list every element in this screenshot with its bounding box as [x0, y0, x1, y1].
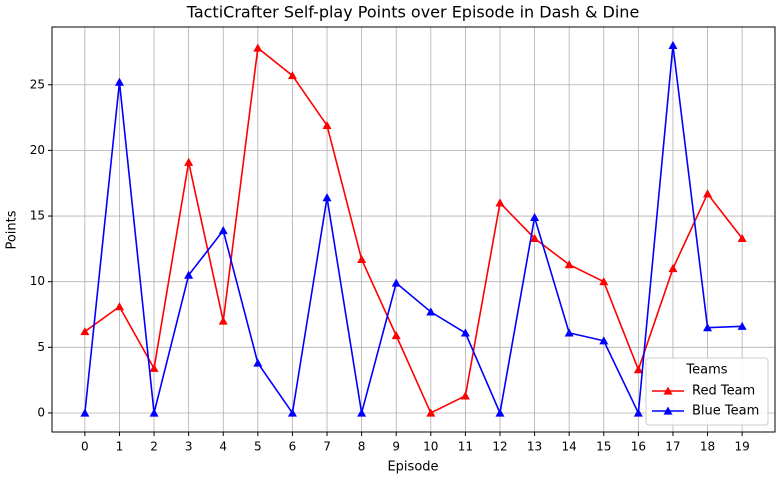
x-tick-label: 8	[358, 440, 366, 454]
series-line	[84, 45, 743, 416]
plot-frame	[51, 26, 776, 433]
x-tick-label: 7	[323, 440, 331, 454]
legend-box	[645, 357, 769, 426]
x-tick-label: 10	[423, 440, 438, 454]
y-tick-label: 5	[37, 340, 45, 354]
marker	[599, 277, 609, 286]
x-tick-label: 6	[289, 440, 297, 454]
chart-title: TactiCrafter Self-play Points over Episo…	[186, 3, 640, 22]
x-tick-label: 15	[596, 440, 611, 454]
x-tick-label: 17	[665, 440, 680, 454]
y-tick-label: 20	[30, 143, 45, 157]
marker	[460, 391, 470, 400]
marker	[737, 321, 747, 330]
marker	[114, 77, 124, 86]
marker	[218, 316, 228, 325]
x-tick-label: 11	[458, 440, 473, 454]
x-tick-label: 14	[562, 440, 577, 454]
marker	[426, 408, 436, 417]
x-tick-label: 13	[527, 440, 542, 454]
y-tick-label: 25	[30, 77, 45, 91]
x-tick-label: 5	[254, 440, 262, 454]
x-axis-label: Episode	[387, 460, 438, 475]
x-tick-label: 3	[185, 440, 193, 454]
marker	[184, 157, 194, 166]
marker	[564, 328, 574, 337]
marker	[80, 408, 90, 417]
marker	[80, 327, 90, 336]
marker	[564, 260, 574, 269]
marker	[668, 264, 678, 273]
marker	[633, 365, 643, 374]
x-tick-label: 18	[700, 440, 715, 454]
x-tick-label: 16	[631, 440, 646, 454]
marker	[149, 408, 159, 417]
marker	[391, 331, 401, 340]
marker	[287, 408, 297, 417]
marker	[530, 233, 540, 242]
marker	[391, 278, 401, 287]
marker	[114, 302, 124, 311]
legend-label: Blue Team	[692, 404, 759, 419]
legend-marker	[663, 406, 673, 415]
legend-label: Red Team	[692, 384, 755, 399]
x-tick-label: 19	[734, 440, 749, 454]
legend-title: Teams	[685, 363, 727, 378]
marker	[357, 254, 367, 263]
marker	[633, 408, 643, 417]
legend-marker	[663, 386, 673, 395]
series-line	[84, 46, 743, 415]
marker	[703, 189, 713, 198]
marker	[495, 198, 505, 207]
marker	[668, 40, 678, 49]
marker	[149, 363, 159, 372]
marker	[218, 225, 228, 235]
marker	[599, 336, 609, 345]
x-tick-label: 9	[392, 440, 400, 454]
marker	[357, 408, 367, 417]
marker	[495, 408, 505, 417]
x-tick-label: 0	[81, 440, 89, 454]
marker	[426, 307, 436, 316]
marker	[737, 233, 747, 242]
x-tick-label: 2	[150, 440, 158, 454]
marker	[703, 323, 713, 332]
marker	[253, 358, 263, 367]
marker	[184, 270, 194, 279]
y-tick-label: 15	[30, 209, 45, 223]
marker	[287, 71, 297, 80]
x-tick-label: 4	[219, 440, 227, 454]
marker	[530, 212, 540, 221]
y-tick-label: 0	[37, 405, 45, 419]
y-axis-label: Points	[5, 210, 20, 249]
x-tick-label: 1	[116, 440, 124, 454]
marker	[460, 328, 470, 337]
marker	[253, 43, 263, 52]
y-tick-label: 10	[30, 274, 45, 288]
marker	[322, 120, 332, 130]
x-tick-label: 12	[492, 440, 507, 454]
marker	[322, 193, 332, 202]
